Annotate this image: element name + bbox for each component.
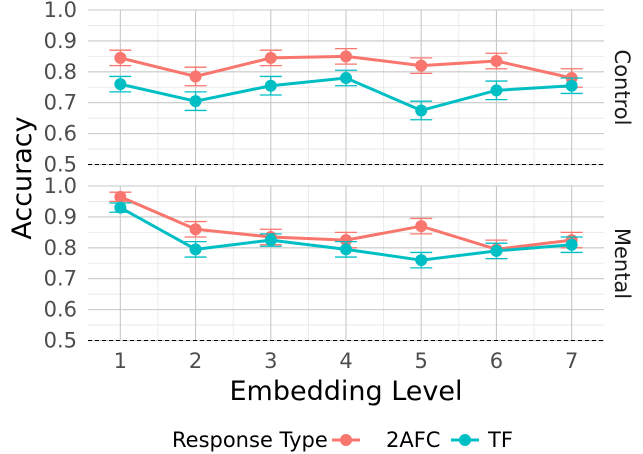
x-axis-title: Embedding Level (230, 376, 463, 407)
facet-strip-label: Mental (610, 228, 634, 299)
y-tick-label: 0.6 (44, 122, 77, 146)
data-point (114, 190, 127, 203)
y-tick-label: 1.0 (44, 174, 77, 198)
data-point (565, 238, 578, 251)
series-tf (109, 201, 583, 269)
y-tick-label: 0.5 (44, 153, 77, 177)
y-tick-label: 0.5 (44, 329, 77, 353)
data-point (340, 234, 352, 247)
y-tick-label: 1.0 (44, 0, 77, 22)
data-point (114, 51, 127, 64)
x-tick-label: 6 (490, 349, 503, 373)
chart-panels: Control Mental (88, 9, 634, 342)
legend-key-point (340, 434, 352, 446)
data-point (415, 104, 428, 117)
legend-entry-tf: TF (451, 428, 513, 452)
x-tick-label: 3 (264, 349, 277, 373)
data-point (340, 71, 352, 84)
y-axis-title: Accuracy (7, 116, 38, 239)
data-point (114, 78, 127, 91)
y-tick-label: 0.8 (44, 60, 77, 84)
legend-label: 2AFC (386, 428, 440, 452)
data-point (340, 243, 352, 256)
y-tick-label: 0.9 (44, 205, 77, 229)
data-point (415, 59, 428, 72)
legend-key-point (459, 434, 471, 446)
data-point (189, 223, 202, 236)
data-point (114, 201, 127, 214)
x-tick-label: 5 (415, 349, 428, 373)
x-tick-label: 7 (565, 349, 578, 373)
x-tick-label: 4 (339, 349, 352, 373)
data-point (415, 254, 428, 267)
x-axis-ticks: 1 2 3 4 5 6 7 (114, 349, 579, 373)
y-tick-label: 0.7 (44, 267, 77, 291)
panel-control (88, 9, 604, 166)
data-point (490, 54, 503, 67)
data-point (189, 95, 202, 108)
data-point (340, 50, 352, 63)
data-point (189, 70, 202, 83)
legend-label: TF (487, 428, 513, 452)
legend: Response Type 2AFC TF (172, 428, 513, 452)
y-tick-label: 0.6 (44, 298, 77, 322)
legend-title: Response Type (172, 428, 328, 452)
data-point (189, 243, 202, 256)
data-point (490, 84, 503, 97)
data-point (490, 244, 503, 257)
y-axis-ticks: 0.50.60.70.80.91.00.50.60.70.80.91.0 (44, 0, 77, 353)
y-tick-label: 0.8 (44, 236, 77, 260)
data-point (565, 79, 578, 92)
data-point (264, 51, 277, 64)
y-tick-label: 0.7 (44, 91, 77, 115)
x-tick-label: 1 (114, 349, 127, 373)
series-tf (109, 69, 583, 121)
y-tick-label: 0.9 (44, 29, 77, 53)
panel-mental (88, 185, 604, 342)
x-tick-label: 2 (189, 349, 202, 373)
data-point (264, 79, 277, 92)
legend-entry-2afc: 2AFC (332, 428, 440, 452)
facet-strip-label: Control (610, 50, 634, 126)
data-point (415, 220, 428, 233)
data-point (264, 234, 277, 247)
